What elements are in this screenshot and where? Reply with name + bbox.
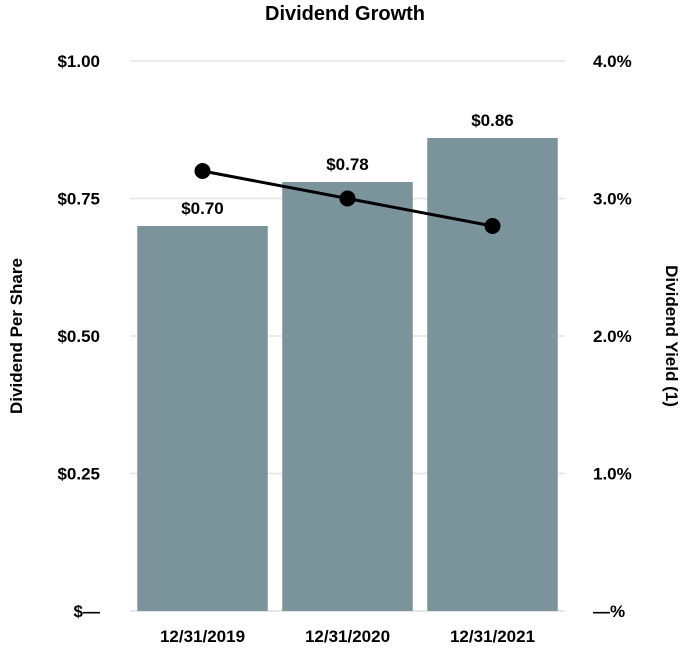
left-axis-ticks: $— $0.25 $0.50 $0.75 $1.00 bbox=[57, 52, 100, 621]
y-tick-left-label: $0.75 bbox=[57, 190, 100, 209]
y-tick-left-label: $1.00 bbox=[57, 52, 100, 71]
bar bbox=[282, 182, 413, 611]
y-tick-right-label: 1.0% bbox=[593, 465, 632, 484]
bar-value-label: $0.70 bbox=[181, 199, 224, 218]
bar-value-label: $0.78 bbox=[326, 155, 369, 174]
bar bbox=[137, 226, 268, 611]
y-tick-right-label: —% bbox=[593, 602, 625, 621]
y-tick-right-label: 4.0% bbox=[593, 52, 632, 71]
chart-title: Dividend Growth bbox=[265, 3, 425, 25]
yield-point bbox=[484, 218, 501, 234]
y-tick-left-label: $— bbox=[74, 602, 100, 621]
data-labels: $0.70 $0.78 $0.86 bbox=[181, 111, 514, 218]
yield-point bbox=[339, 190, 356, 207]
bar bbox=[427, 138, 558, 611]
x-axis-ticks: 12/31/2019 12/31/2020 12/31/2021 bbox=[160, 627, 535, 646]
right-axis-ticks: —% 1.0% 2.0% 3.0% 4.0% bbox=[593, 52, 632, 621]
y-tick-left-label: $0.25 bbox=[57, 465, 100, 484]
yield-point bbox=[194, 163, 211, 179]
y-axis-right-label: Dividend Yield (1) bbox=[662, 265, 681, 407]
yield-line-group bbox=[194, 163, 501, 234]
x-tick-label: 12/31/2020 bbox=[305, 627, 390, 646]
y-tick-right-label: 2.0% bbox=[593, 327, 632, 346]
x-tick-label: 12/31/2021 bbox=[450, 627, 535, 646]
bar-value-label: $0.86 bbox=[471, 111, 514, 130]
y-axis-left-label: Dividend Per Share bbox=[7, 258, 26, 414]
y-tick-left-label: $0.50 bbox=[57, 327, 100, 346]
y-tick-right-label: 3.0% bbox=[593, 190, 632, 209]
x-tick-label: 12/31/2019 bbox=[160, 627, 245, 646]
